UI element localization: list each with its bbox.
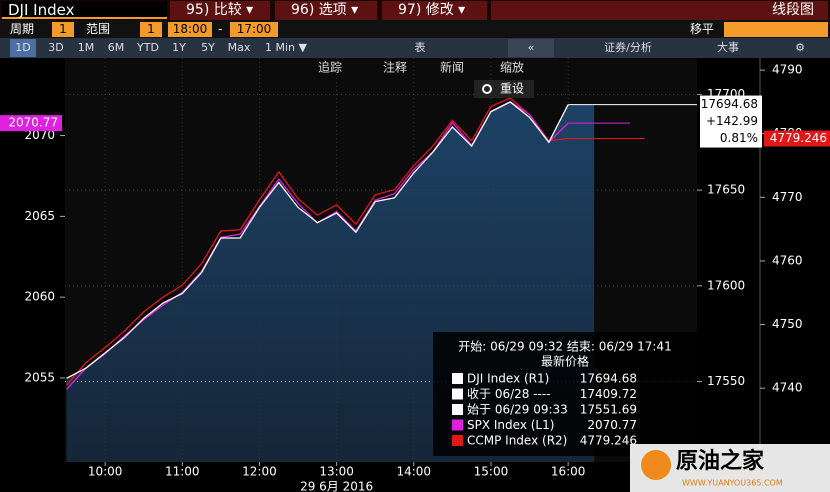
legend-value: 4779.246	[580, 434, 637, 448]
analysis-button[interactable]: 证券/分析	[604, 41, 652, 54]
legend-subheader: 最新价格	[541, 354, 589, 369]
y3-tick-label: 4770	[772, 190, 803, 204]
x-tick-label: 10:00	[88, 465, 123, 479]
legend-box	[433, 332, 697, 456]
compare-button[interactable]: 95) 比较 ▾	[170, 1, 270, 20]
range-button[interactable]: 6M	[107, 41, 125, 54]
y3-tick-label: 4750	[772, 317, 803, 331]
y-tick-label: 2065	[24, 209, 55, 223]
legend-label: SPX Index (L1)	[467, 418, 554, 432]
period-label: 周期	[10, 22, 35, 36]
x-tick-label: 12:00	[242, 465, 277, 479]
watermark-logo	[641, 450, 671, 480]
dji-change: +142.99	[706, 114, 758, 128]
range-button[interactable]: 3D	[48, 41, 64, 54]
value-tag	[764, 130, 830, 147]
chart-tool[interactable]: 新闻	[440, 60, 464, 75]
events-button[interactable]: 大事	[717, 41, 739, 54]
range-button[interactable]: 1Y	[172, 41, 186, 54]
value-tag	[700, 95, 762, 148]
range-bar	[0, 38, 830, 58]
from-input[interactable]: 18:00	[168, 22, 212, 37]
dji-change-pct: 0.81%	[720, 131, 758, 145]
x-tick-label: 15:00	[474, 465, 509, 479]
range-button[interactable]: Max	[227, 41, 251, 54]
shift-label: 移平	[690, 22, 715, 36]
period-input[interactable]: 1	[52, 22, 74, 37]
range-button[interactable]: 1M	[77, 41, 95, 54]
range-button[interactable]: 1 Min ▼	[265, 41, 307, 54]
legend-swatch	[452, 404, 463, 415]
watermark-url: WWW.YUANYOU365.COM	[682, 479, 783, 488]
legend-swatch	[452, 419, 463, 431]
range-input[interactable]: 1	[140, 22, 162, 37]
back-button[interactable]: «	[508, 39, 554, 57]
legend-header: 开始: 06/29 09:32 结束: 06/29 17:41	[458, 340, 672, 354]
legend-value: 17694.68	[580, 372, 637, 386]
range-button[interactable]: YTD	[137, 41, 159, 54]
value-tag	[0, 115, 62, 132]
y2-tick-label: 17600	[707, 278, 745, 292]
legend-label: 始于 06/29 09:33	[467, 403, 568, 417]
legend-swatch	[452, 373, 463, 384]
spx-last: 2070.77	[8, 116, 58, 130]
ccmp-last: 4779.246	[770, 131, 827, 145]
settings-gear[interactable]: ⚙	[795, 41, 805, 54]
chart-tool[interactable]: 缩放	[500, 60, 524, 75]
x-tick-label: 16:00	[551, 465, 586, 479]
y-tick-label: 2070	[24, 128, 55, 142]
reset-icon	[482, 84, 492, 94]
y2-tick-label: 17550	[707, 374, 745, 388]
range-label: 范围	[86, 22, 111, 36]
view-title: 线段图	[491, 1, 828, 20]
security-field[interactable]: DJI Index	[2, 1, 167, 19]
legend-label: DJI Index (R1)	[467, 372, 549, 386]
legend-value: 17551.69	[580, 403, 637, 417]
series-line	[66, 101, 569, 379]
table-button[interactable]: 表	[414, 41, 426, 54]
legend-value: 17409.72	[580, 387, 637, 401]
shift-input[interactable]	[724, 22, 828, 37]
x-axis-label: 29 6月 2016	[300, 480, 373, 492]
to-input[interactable]: 17:00	[230, 22, 278, 37]
edit-button[interactable]: 97) 修改 ▾	[382, 1, 487, 20]
watermark-name: 原油之家	[676, 448, 765, 474]
legend-label: CCMP Index (R2)	[467, 434, 567, 448]
dash: -	[218, 22, 223, 36]
range-button[interactable]: 5Y	[201, 41, 215, 54]
y3-tick-label: 4790	[772, 63, 803, 77]
legend-value: 2070.77	[587, 418, 637, 432]
options-button[interactable]: 96) 选项 ▾	[275, 1, 377, 20]
chart-tool[interactable]: 追踪	[318, 60, 342, 75]
legend-label: 收于 06/28 ----	[467, 387, 551, 401]
y2-tick-label: 17650	[707, 183, 745, 197]
range-button[interactable]: 1D	[10, 39, 36, 57]
x-tick-label: 14:00	[396, 465, 431, 479]
chart-tool[interactable]: 注释	[383, 60, 407, 75]
y-tick-label: 2055	[24, 370, 55, 384]
legend-swatch	[452, 435, 463, 446]
dji-last: 17694.68	[701, 97, 758, 111]
series-line	[66, 97, 569, 386]
reset-label[interactable]: 重设	[500, 82, 524, 96]
x-tick-label: 11:00	[165, 465, 200, 479]
y-tick-label: 2060	[24, 290, 55, 304]
x-tick-label: 13:00	[319, 465, 354, 479]
legend-swatch	[452, 388, 463, 400]
y3-tick-label: 4760	[772, 253, 803, 267]
y3-tick-label: 4740	[772, 381, 803, 395]
